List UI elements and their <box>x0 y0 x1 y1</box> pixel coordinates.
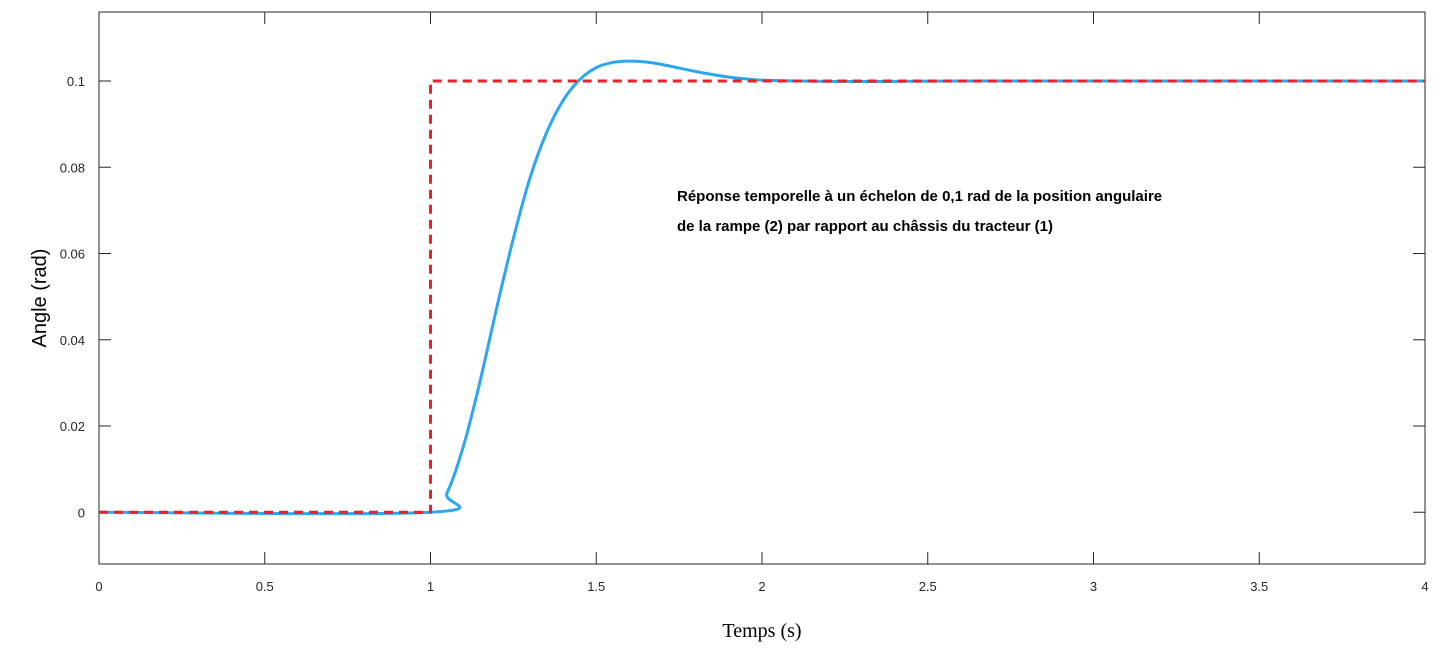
annotation-line-1: Réponse temporelle à un échelon de 0,1 r… <box>677 188 1162 205</box>
x-tick-label: 3.5 <box>1250 579 1268 594</box>
x-tick-label: 0 <box>95 579 102 594</box>
x-axis-ticks: 0 0.5 1 1.5 2 2.5 3 3.5 4 <box>95 12 1429 594</box>
plot-area <box>98 11 1426 565</box>
y-axis-title: Angle (rad) <box>29 249 51 348</box>
x-tick-label: 1.5 <box>587 579 605 594</box>
y-tick-label: 0.1 <box>67 74 85 89</box>
y-axis-ticks: 0 0.02 0.04 0.06 0.08 0.1 <box>60 74 1425 520</box>
y-tick-label: 0.04 <box>60 333 85 348</box>
y-tick-label: 0 <box>78 505 85 520</box>
setpoint-step-line <box>99 79 1425 514</box>
series-layer <box>98 59 1425 516</box>
x-tick-label: 3 <box>1090 579 1097 594</box>
annotation-line-2: de la rampe (2) par rapport au châssis d… <box>677 218 1053 235</box>
x-tick-label: 1 <box>427 579 434 594</box>
x-tick-label: 0.5 <box>256 579 274 594</box>
y-tick-label: 0.06 <box>60 247 85 262</box>
x-tick-label: 4 <box>1421 579 1428 594</box>
y-tick-label: 0.08 <box>60 160 85 175</box>
response-curve-line <box>98 59 1425 516</box>
x-axis-title: Temps (s) <box>722 620 801 642</box>
y-tick-label: 0.02 <box>60 419 85 434</box>
x-tick-label: 2.5 <box>919 579 937 594</box>
x-tick-label: 2 <box>758 579 765 594</box>
